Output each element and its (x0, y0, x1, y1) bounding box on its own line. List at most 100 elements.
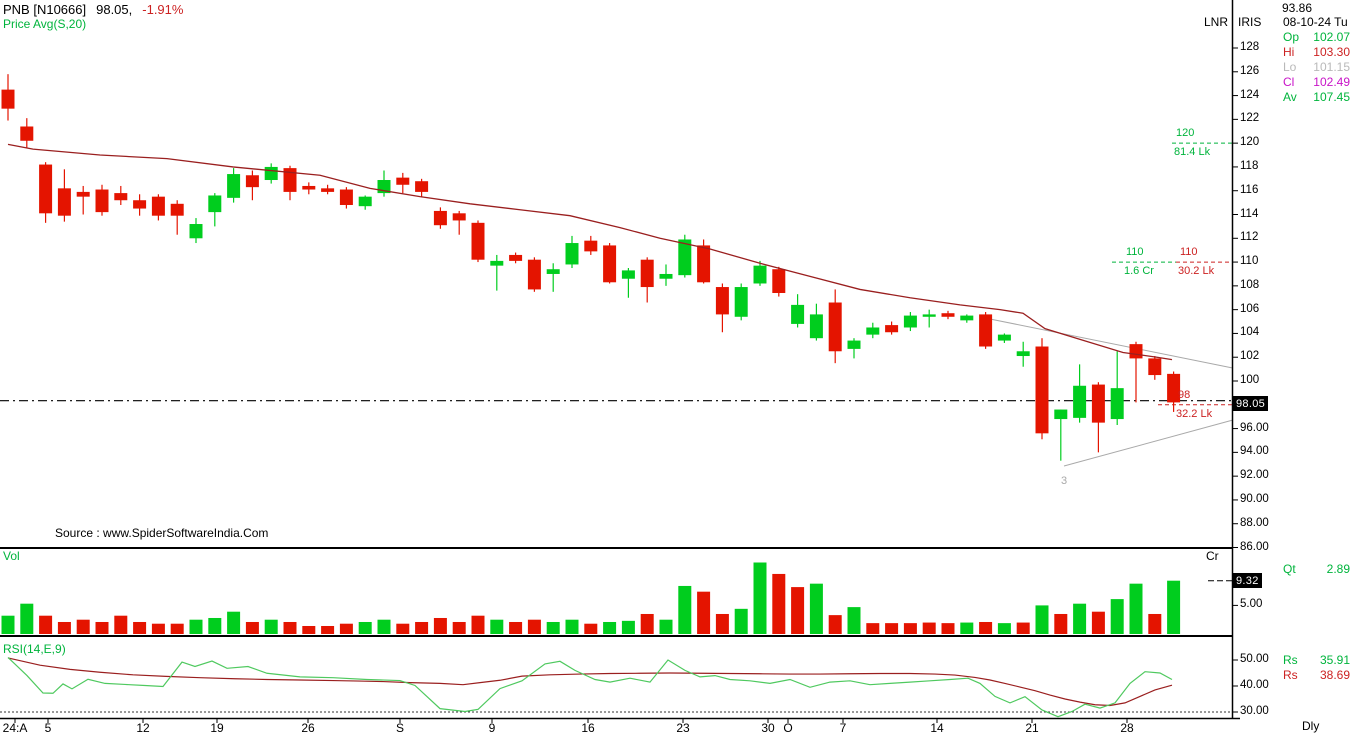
candle-body (640, 259, 654, 288)
ohlc-row-value: 101.15 (1313, 60, 1350, 74)
candle-body (358, 196, 372, 207)
date-label: O (783, 721, 793, 735)
candle-body (697, 245, 711, 283)
volume-bar (264, 619, 278, 634)
volume-bar (339, 623, 353, 634)
volume-bar (302, 625, 316, 634)
volume-bar (903, 623, 917, 634)
price-tick-label: 118 (1240, 159, 1259, 172)
candle-body (847, 340, 861, 349)
last-price: 98.05, (96, 2, 133, 17)
volume-bar (922, 622, 936, 634)
volume-bar (1091, 611, 1105, 634)
ohlc-row-value: 107.45 (1313, 90, 1350, 104)
rsi-value-row: Rs 35.91 (1283, 653, 1350, 667)
level-label: 110 (1126, 246, 1144, 259)
rsi-value-row-label: Rs (1283, 653, 1298, 667)
candles-layer (1, 74, 1181, 461)
date-label: 5 (44, 721, 52, 735)
axes-layer (0, 0, 1240, 723)
candle-body (922, 314, 936, 317)
price-tick-label: 100 (1240, 374, 1260, 386)
level-sub-label: 30.2 Lk (1178, 265, 1215, 278)
candle-body (1148, 358, 1162, 376)
candle-body (753, 265, 767, 284)
candle-body (170, 203, 184, 216)
price-tick-label: 122 (1240, 112, 1260, 125)
date-label: 24:A (2, 721, 28, 735)
candle-body (321, 188, 335, 192)
volume-bar (114, 615, 128, 634)
volume-bar (1110, 599, 1124, 634)
volume-bar (396, 623, 410, 634)
candle-body (791, 304, 805, 324)
line-mode-label[interactable]: LNR (1203, 15, 1228, 29)
volume-bar (227, 611, 241, 634)
price-tick-label: 90.00 (1240, 492, 1269, 505)
volume-bar (584, 623, 598, 634)
candle-body (114, 193, 128, 201)
candle-body (772, 269, 786, 293)
candle-body (997, 334, 1011, 341)
volume-bar (1, 615, 15, 634)
rsi-value-row-value: 35.91 (1319, 653, 1350, 667)
volume-bar (39, 615, 53, 634)
trendline (1063, 419, 1233, 467)
volume-bar (603, 621, 617, 634)
volume-bar (546, 621, 560, 634)
quantity-label: Qt (1283, 562, 1296, 576)
price-tick-label: 116 (1240, 183, 1259, 196)
volume-bar (133, 621, 147, 634)
volume-unit-label: Cr (1206, 549, 1219, 563)
volume-bar (358, 621, 372, 634)
price-tick-label: 88.00 (1240, 516, 1269, 529)
volume-bar (621, 620, 635, 634)
price-tick-label: 120 (1240, 136, 1260, 149)
volume-bar (509, 621, 523, 634)
candle-body (1167, 373, 1181, 403)
volume-bar (527, 619, 541, 634)
volume-bar (490, 619, 504, 634)
rsi-value-row-label: Rs (1283, 668, 1298, 682)
volume-bar (640, 613, 654, 634)
candle-body (734, 287, 748, 317)
ohlc-row: Op 102.07 (1283, 30, 1350, 44)
volume-bar (885, 623, 899, 634)
date-label: S (395, 721, 404, 735)
date-label: 30 (761, 721, 775, 735)
volume-bar (828, 615, 842, 634)
volume-bar (189, 619, 203, 634)
candle-body (866, 327, 880, 335)
date-label: 12 (136, 721, 150, 735)
price-tick-label: 108 (1240, 278, 1260, 291)
ohlc-row-value: 102.49 (1313, 75, 1350, 89)
candle-body (189, 224, 203, 239)
ohlc-row-label: Cl (1283, 75, 1295, 89)
candle-body (678, 239, 692, 276)
level-lines-layer (1112, 142, 1232, 406)
volume-tick-label: 5.00 (1240, 598, 1263, 611)
volume-bar (734, 608, 748, 634)
level-label: 98 (1178, 388, 1191, 401)
price-tick-label: 124 (1240, 88, 1260, 101)
date-label: 16 (581, 721, 595, 735)
price-tick-label: 102 (1240, 350, 1260, 363)
candle-body (415, 181, 429, 192)
ohlc-row-label: Hi (1283, 45, 1295, 59)
volume-bar (208, 617, 222, 634)
price-tick-label: 94.00 (1240, 445, 1269, 458)
candle-body (490, 260, 504, 266)
app-name-label: IRIS (1238, 15, 1262, 29)
date-label: 14 (930, 721, 944, 735)
ohlc-row: Av 107.45 (1283, 90, 1350, 104)
source-credit: Source : www.SpiderSoftwareIndia.Com (55, 526, 269, 540)
rsi-tick-label: 30.00 (1240, 705, 1269, 717)
periodicity-label[interactable]: Dly (1302, 719, 1320, 733)
ohlc-row-label: Av (1283, 90, 1297, 104)
cursor-price-readout: 93.86 (1281, 1, 1313, 15)
candle-body (227, 174, 241, 198)
volume-bar (697, 591, 711, 634)
volume-bar (245, 621, 259, 634)
